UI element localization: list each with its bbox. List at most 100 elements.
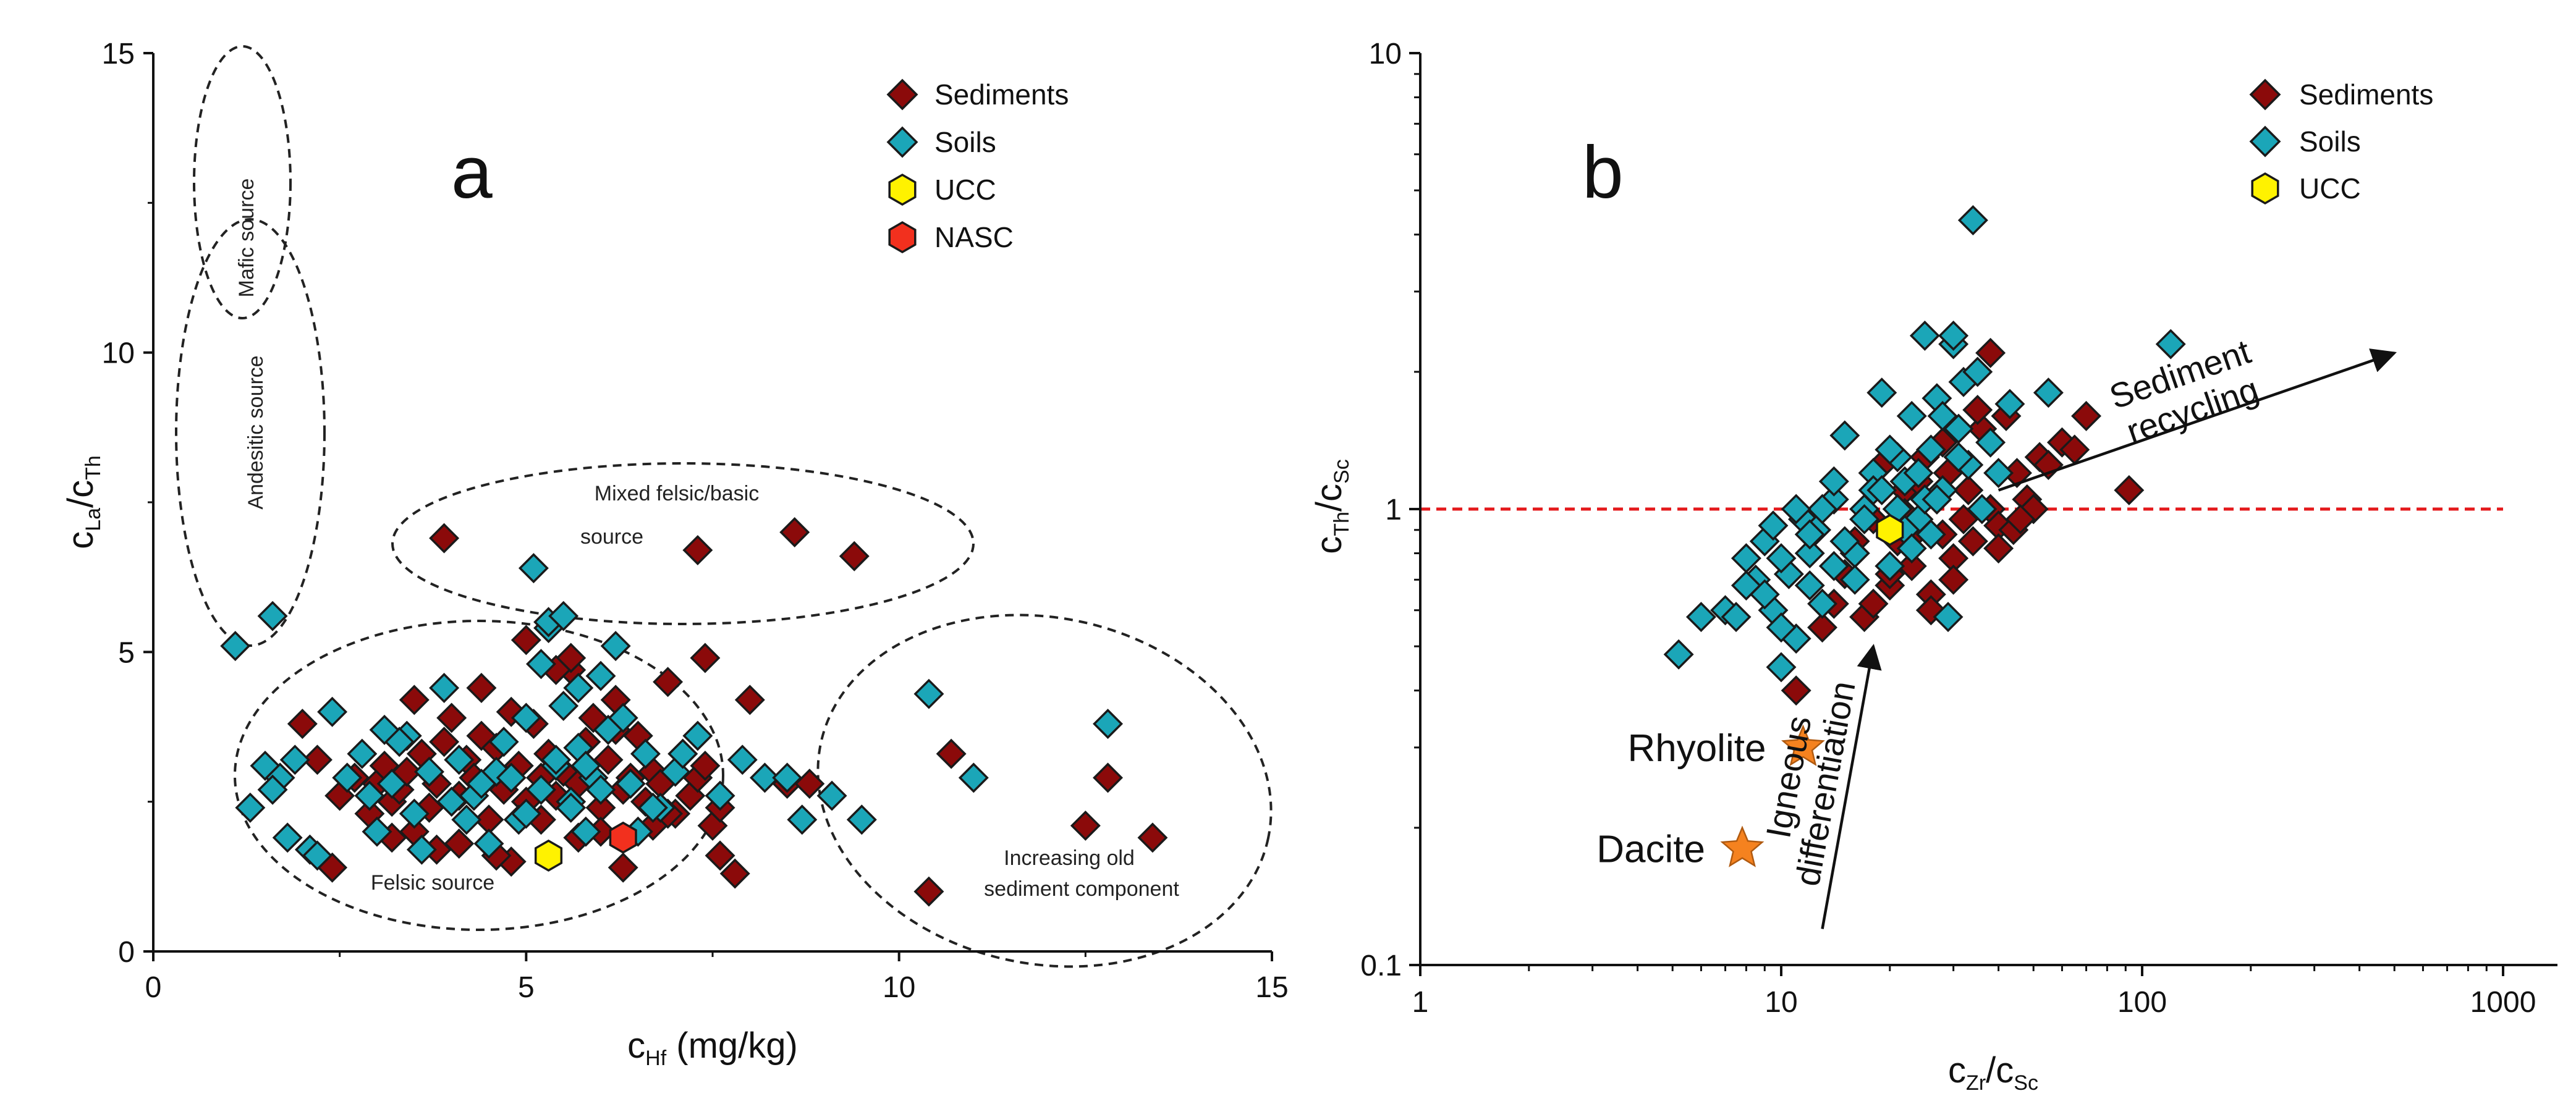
point-soils — [556, 792, 587, 823]
point-soils — [1663, 639, 1694, 670]
point-soils — [585, 774, 616, 805]
points-b — [1663, 205, 2186, 706]
point-soils — [585, 660, 616, 691]
x-tick-label-a: 10 — [883, 971, 915, 1004]
point-soils — [608, 702, 638, 733]
point-soils — [1794, 570, 1825, 601]
point-soils — [1839, 564, 1870, 595]
point-soils — [1962, 356, 1993, 387]
x-axis-label-a-part: c — [627, 1026, 645, 1066]
point-sediments — [690, 751, 721, 781]
point-sediments — [556, 643, 587, 673]
mixed-source-region — [391, 462, 975, 625]
point-soils — [302, 840, 333, 871]
legend-marker-sediments — [2249, 78, 2281, 111]
annotation-andesitic: Andesitic source — [244, 355, 268, 509]
point-soils — [1818, 550, 1849, 581]
point-soils — [772, 762, 803, 793]
rock-label-dacite: Dacite — [1596, 828, 1705, 871]
point-sediments — [429, 523, 460, 554]
point-soils — [257, 601, 288, 631]
annotations-a: Mafic source Andesitic source Mixed felsic… — [235, 179, 1179, 901]
point-soils — [1875, 434, 1905, 465]
y-axis-label-a-part: /c — [61, 480, 101, 508]
annotation-mixed1: Mixed felsic/basic — [595, 482, 759, 505]
panel-label-a: a — [451, 131, 493, 214]
point-soils — [682, 720, 713, 751]
legend-label-ucc: UCC — [934, 174, 996, 206]
point-sediments — [1975, 337, 2006, 368]
point-soils — [913, 678, 944, 709]
legend-label-nasc: NASC — [934, 221, 1014, 253]
legend-a: Sediments Soils UCC NASC — [886, 78, 1069, 254]
point-soils — [436, 786, 467, 817]
point-soils — [525, 774, 556, 805]
point-soils — [548, 601, 579, 631]
point-sediments — [429, 727, 460, 757]
legend-label-soils: Soils — [2299, 125, 2361, 158]
point-soils — [1975, 427, 2006, 458]
point-soils — [488, 727, 519, 757]
point-sediments — [719, 858, 750, 889]
point-sediments — [705, 840, 735, 871]
point-soils — [1983, 458, 2014, 489]
point-soils — [235, 792, 266, 823]
x-tick-label-b: 10 — [1765, 986, 1797, 1019]
point-sediments — [1983, 533, 2014, 564]
point-soils — [1818, 466, 1849, 497]
point-soils — [518, 553, 549, 584]
point-soils — [541, 744, 572, 775]
point-soils — [362, 816, 392, 847]
point-soils — [376, 769, 407, 799]
point-sediments — [690, 643, 721, 673]
point-sediments — [436, 702, 467, 733]
point-soils — [279, 744, 310, 775]
point-soils — [413, 756, 444, 787]
point-soils — [846, 804, 877, 835]
point-soils — [1731, 570, 1761, 601]
point-soils — [1758, 510, 1789, 541]
x-axis-label-b: cZr/cSc — [1948, 1050, 2038, 1095]
legend-marker-soils — [2249, 125, 2281, 158]
point-sediments — [1807, 612, 1838, 643]
points-a — [220, 516, 1168, 907]
point-soils — [220, 631, 251, 662]
point-soils — [1943, 442, 1974, 473]
legend-label-sediments: Sediments — [2299, 78, 2433, 111]
point-sediments — [444, 828, 475, 859]
rock-label-rhyolite: Rhyolite — [1627, 727, 1766, 770]
point-soils — [1807, 588, 1838, 619]
y-axis-label-a-part: c — [61, 531, 101, 549]
point-soils — [1915, 434, 1946, 465]
point-soils — [1829, 526, 1860, 557]
legend-b: Sediments Soils UCC — [2249, 78, 2433, 205]
point-sediments — [302, 744, 333, 775]
point-soils — [1903, 458, 1934, 489]
point-soils — [1866, 377, 1897, 408]
legend-marker-nasc — [888, 221, 917, 254]
point-sediments — [608, 852, 638, 883]
point-soils — [1967, 494, 1998, 525]
y-tick-label-b: 0.1 — [1360, 950, 1402, 982]
point-soils — [667, 738, 698, 769]
x-tick-label-a: 15 — [1255, 971, 1288, 1004]
annotation-mixed2: source — [580, 525, 643, 549]
legend-label-soils: Soils — [934, 126, 996, 158]
x-axis-label-b-part: /c — [1986, 1050, 2014, 1090]
y-axis-label-b: cTh/cSc — [1309, 459, 1354, 554]
point-sediments — [936, 738, 967, 769]
point-soils — [1921, 484, 1952, 515]
chart-a: Mafic source Andesitic source Mixed felsic… — [61, 38, 1289, 1070]
point-soils — [1766, 612, 1797, 643]
annotation-old2: sediment component — [984, 877, 1179, 901]
point-soils — [406, 834, 437, 865]
x-tick-label-a: 5 — [518, 971, 535, 1004]
legend-marker-soils — [886, 126, 918, 158]
point-sediments — [734, 685, 765, 715]
x-tick-label-b: 1 — [1412, 986, 1429, 1019]
point-sediments — [1137, 822, 1168, 853]
x-tick-label-b: 100 — [2117, 986, 2167, 1019]
annotation-mafic: Mafic source — [235, 179, 258, 298]
point-sediments — [2071, 400, 2102, 431]
